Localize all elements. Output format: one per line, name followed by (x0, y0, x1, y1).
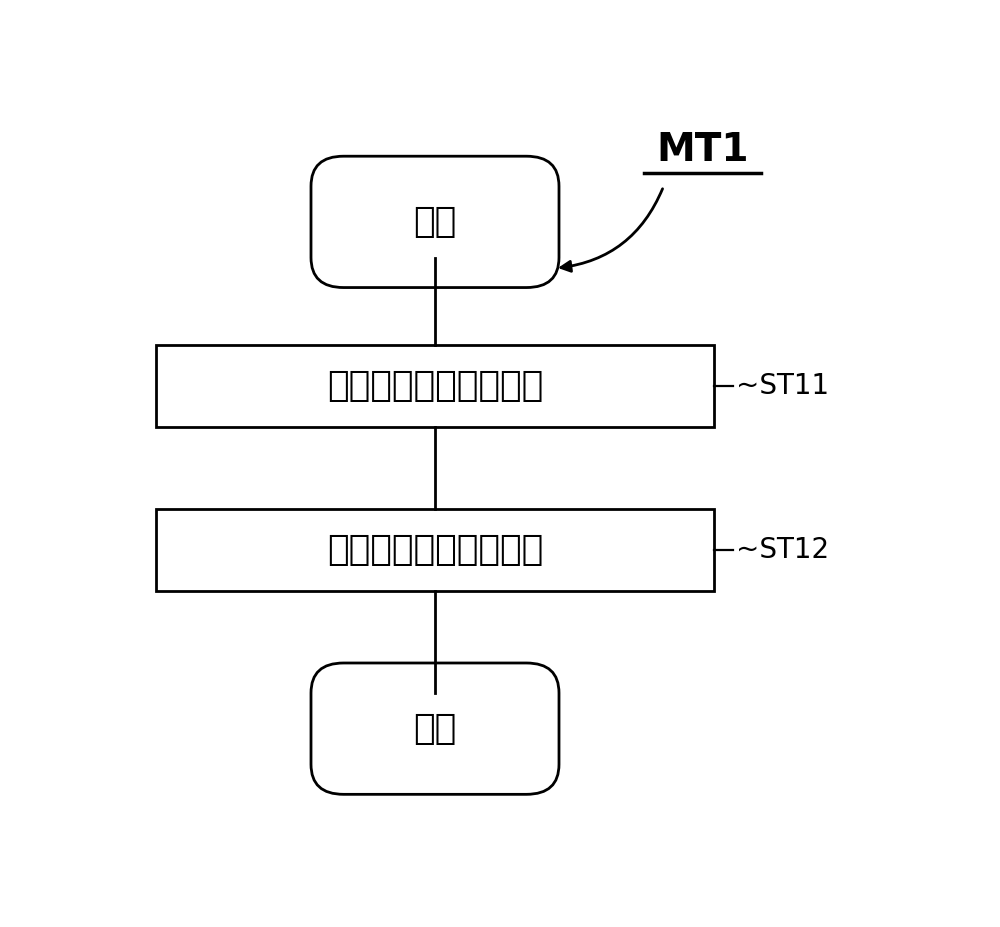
Bar (156, 345, 714, 427)
Text: MT1: MT1 (656, 132, 749, 170)
Text: 结束: 结束 (413, 712, 457, 745)
Text: 执行第一等离子体处理: 执行第一等离子体处理 (327, 369, 543, 403)
Text: 开始: 开始 (413, 205, 457, 239)
Text: 执行第二等离子体处理: 执行第二等离子体处理 (327, 533, 543, 567)
FancyBboxPatch shape (311, 663, 559, 794)
Text: ~ST11: ~ST11 (736, 372, 829, 400)
Text: ~ST12: ~ST12 (736, 536, 829, 565)
FancyBboxPatch shape (311, 157, 559, 287)
Bar (156, 509, 714, 591)
